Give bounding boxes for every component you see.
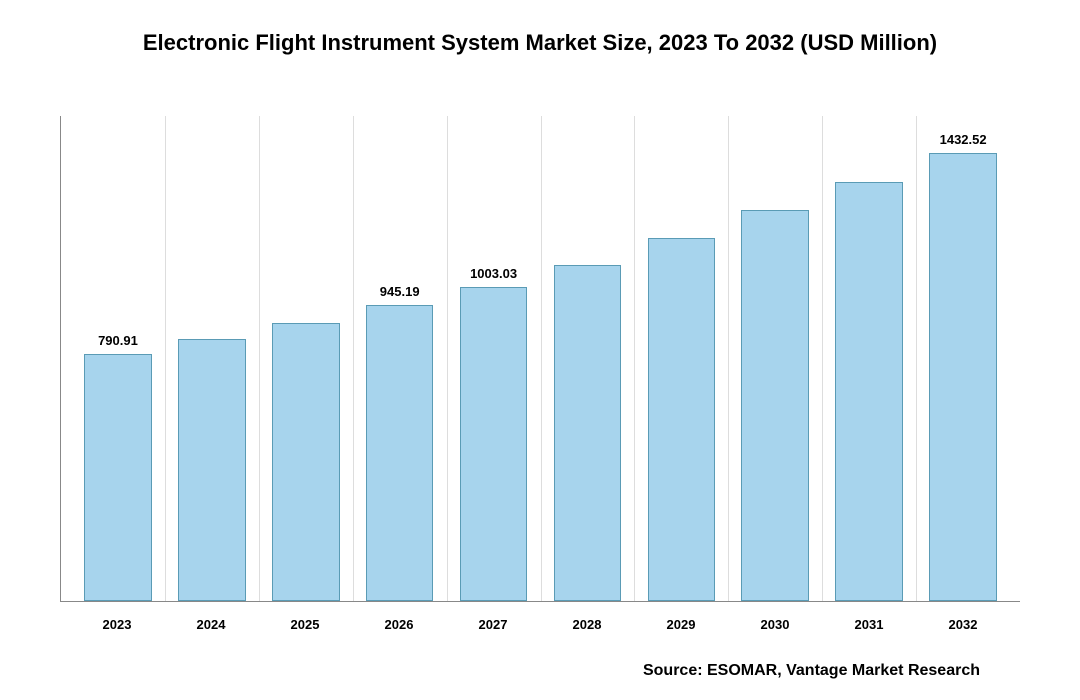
x-axis-label: 2025 <box>258 617 352 632</box>
bar-slot <box>165 116 259 601</box>
bar-slot <box>728 116 822 601</box>
x-axis-label: 2032 <box>916 617 1010 632</box>
bar-slot: 1432.52 <box>916 116 1010 601</box>
x-axis-label: 2029 <box>634 617 728 632</box>
bar-slot <box>541 116 635 601</box>
bar-slot: 790.91 <box>71 116 165 601</box>
chart-title: Electronic Flight Instrument System Mark… <box>40 30 1040 56</box>
bar <box>272 323 340 601</box>
x-axis-label: 2028 <box>540 617 634 632</box>
bar-value-label: 945.19 <box>380 284 420 299</box>
bar-slot: 1003.03 <box>447 116 541 601</box>
bar <box>835 182 903 601</box>
x-axis-label: 2027 <box>446 617 540 632</box>
bar <box>648 238 716 601</box>
x-axis-label: 2023 <box>70 617 164 632</box>
bar-slot: 945.19 <box>353 116 447 601</box>
plot-region: 790.91 945.19 1003.03 1432.52 <box>60 116 1020 602</box>
source-attribution: Source: ESOMAR, Vantage Market Research <box>40 662 1040 680</box>
chart-area: 790.91945.191003.031432.52 2023202420252… <box>60 86 1020 652</box>
bar-slot <box>634 116 728 601</box>
bar-slot <box>259 116 353 601</box>
bar-slot <box>822 116 916 601</box>
x-axis-label: 2026 <box>352 617 446 632</box>
x-axis-labels: 2023202420252026202720282029203020312032 <box>60 617 1020 632</box>
bar-value-label: 790.91 <box>98 333 138 348</box>
bar <box>741 210 809 601</box>
bar <box>554 265 622 601</box>
bar <box>460 287 528 601</box>
bar <box>84 354 152 601</box>
bars-container: 790.91 945.19 1003.03 1432.52 <box>61 116 1020 601</box>
x-axis-label: 2024 <box>164 617 258 632</box>
x-axis-label: 2031 <box>822 617 916 632</box>
x-axis-label: 2030 <box>728 617 822 632</box>
bar <box>178 339 246 601</box>
bar-value-label: 1003.03 <box>470 266 517 281</box>
bar-value-label: 1432.52 <box>940 132 987 147</box>
bar <box>929 153 997 601</box>
bar <box>366 305 434 601</box>
